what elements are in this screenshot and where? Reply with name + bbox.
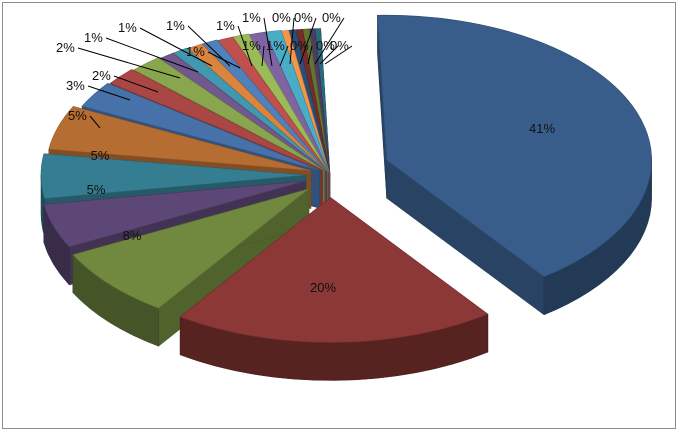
data-label-7: 3% (66, 78, 85, 93)
leader-line-22 (319, 45, 339, 65)
leader-line-17 (279, 45, 289, 67)
data-label-1: 41% (529, 121, 555, 136)
data-label-8: 2% (92, 68, 111, 83)
leader-line-15 (261, 45, 265, 67)
leader-line-20 (307, 45, 313, 65)
data-label-6: 5% (68, 108, 87, 123)
data-label-16: 1% (242, 10, 261, 25)
leader-line-21 (314, 17, 345, 65)
data-label-13: 1% (186, 44, 205, 59)
data-label-19: 0% (294, 10, 313, 25)
data-label-18: 0% (272, 10, 291, 25)
data-label-22: 0% (316, 38, 335, 53)
leader-line-14 (237, 25, 253, 67)
data-label-14: 1% (216, 18, 235, 33)
leader-line-6 (89, 115, 101, 129)
leader-line-11 (139, 27, 213, 67)
leader-line-23 (324, 45, 353, 65)
data-label-21: 0% (322, 10, 341, 25)
data-label-15: 1% (242, 38, 261, 53)
pie-slice-1 (377, 14, 652, 316)
data-label-9: 2% (56, 40, 75, 55)
data-label-5: 5% (91, 148, 110, 163)
leader-line-10 (105, 37, 199, 73)
data-label-20: 0% (290, 38, 309, 53)
leader-line-8 (113, 75, 159, 93)
data-label-17: 1% (266, 38, 285, 53)
leader-line-9 (77, 47, 181, 79)
data-label-4: 5% (87, 182, 106, 197)
data-label-23: 0% (330, 38, 349, 53)
leader-line-13 (207, 51, 241, 69)
data-label-3: 8% (123, 228, 142, 243)
data-label-2: 20% (310, 280, 336, 295)
data-label-10: 1% (84, 30, 103, 45)
leader-line-19 (299, 17, 317, 65)
pie-slice-2 (179, 196, 489, 381)
leader-line-18 (289, 17, 295, 65)
data-label-12: 1% (166, 18, 185, 33)
leader-line-7 (87, 85, 131, 101)
leader-line-16 (263, 17, 273, 67)
data-label-11: 1% (118, 20, 137, 35)
